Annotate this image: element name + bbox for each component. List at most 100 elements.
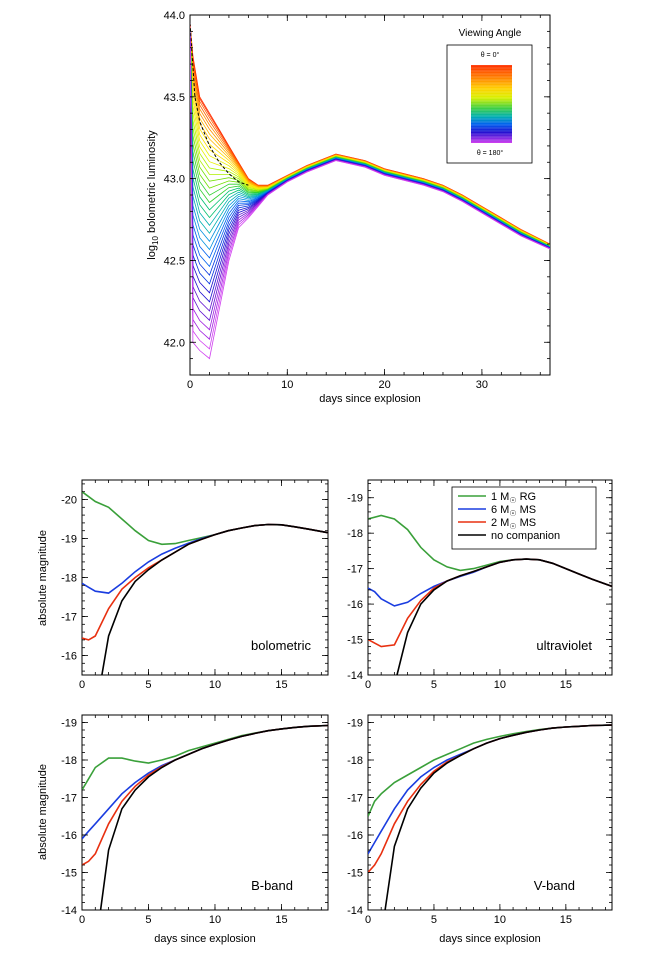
x-tick-label: 20	[378, 379, 390, 391]
y-tick-label: -15	[347, 868, 363, 880]
y-tick-label: -15	[61, 868, 77, 880]
y-axis-label: absolute magnitude	[37, 530, 49, 626]
legend-label: 2 M☉ MS	[491, 517, 536, 531]
v-band-panel: 0 5 10 15 -14 -15 -16 -17 -18 -19 V-band days sin…	[347, 714, 613, 945]
y-tick-label: -17	[347, 793, 363, 805]
y-axis-label: log10 bolometric luminosity	[146, 130, 160, 260]
angle-curve	[190, 23, 550, 360]
y-tick-label: -17	[61, 793, 77, 805]
y-tick-label: -17	[347, 564, 363, 576]
plot-frame	[367, 714, 613, 911]
panel-label: ultraviolet	[536, 638, 592, 653]
series-group	[82, 724, 328, 910]
series-line	[101, 523, 328, 675]
x-tick-label: 0	[365, 679, 371, 691]
x-tick-label: 0	[187, 379, 193, 391]
y-tick-label: -18	[347, 755, 363, 767]
legend-label: no companion	[491, 530, 560, 542]
legend-title: Viewing Angle	[459, 28, 522, 39]
y-tick-label: -14	[347, 670, 363, 682]
series-line	[82, 523, 328, 641]
x-axis-label: days since explosion	[439, 933, 541, 945]
panel-label: V-band	[534, 878, 575, 893]
series-line	[368, 724, 612, 817]
x-tick-label: 10	[281, 379, 293, 391]
series-line	[368, 724, 612, 855]
y-tick-label: 42.0	[164, 337, 185, 349]
series-line	[384, 724, 612, 910]
legend-top-label: θ = 0°	[481, 51, 500, 59]
b-band-panel: 0 5 10 15 -14 -15 -16 -17 -18 -19 B-band absolute…	[37, 714, 329, 945]
y-tick-label: -16	[347, 830, 363, 842]
x-axis-label: days since explosion	[154, 933, 256, 945]
series-line	[82, 724, 328, 791]
y-tick-label: -19	[61, 534, 77, 546]
color-scale-bar	[471, 65, 512, 143]
legend-label: 6 M☉ MS	[491, 504, 536, 518]
series-group	[82, 491, 328, 675]
series-group	[368, 514, 612, 675]
bolometric-panel: 0 5 10 15 -16 -17 -18 -19 -20 bolometric absolut…	[37, 479, 329, 691]
x-tick-label: 5	[145, 679, 151, 691]
series-line	[82, 523, 328, 594]
y-tick-label: 43.5	[164, 92, 185, 104]
average-curve	[190, 23, 249, 186]
x-tick-label: 0	[365, 914, 371, 926]
y-tick-label: -14	[61, 905, 77, 917]
panel-label: B-band	[251, 878, 293, 893]
legend-bottom-label: θ = 180°	[477, 149, 504, 157]
x-tick-label: 15	[275, 914, 287, 926]
legend-box	[451, 486, 597, 550]
x-tick-label: 30	[476, 379, 488, 391]
legend-label: 1 M☉ RG	[491, 491, 536, 505]
x-tick-label: 5	[431, 679, 437, 691]
y-tick-label: -14	[347, 905, 363, 917]
series-group	[368, 724, 612, 910]
x-tick-label: 15	[560, 914, 572, 926]
series-line	[82, 491, 328, 546]
panel-label: bolometric	[251, 638, 311, 653]
x-tick-label: 10	[209, 679, 221, 691]
series-line	[396, 558, 612, 675]
y-tick-label: -19	[347, 493, 363, 505]
y-axis-label-sub: 10	[151, 236, 160, 245]
series-group	[190, 23, 550, 360]
x-tick-label: 15	[275, 679, 287, 691]
series-line	[99, 724, 328, 910]
x-tick-label: 10	[494, 914, 506, 926]
x-axis-label: days since explosion	[319, 393, 421, 405]
y-tick-label: 42.5	[164, 255, 185, 267]
y-tick-label: -16	[347, 599, 363, 611]
legend-stripes	[471, 64, 512, 141]
y-tick-label: -18	[347, 528, 363, 540]
y-axis-label: absolute magnitude	[37, 764, 49, 860]
ticks: 0 5 10 15 -14 -15 -16 -17 -18 -19	[61, 715, 328, 926]
x-tick-label: 10	[494, 679, 506, 691]
x-tick-label: 15	[560, 679, 572, 691]
y-tick-label: 44.0	[164, 10, 185, 22]
series-line	[368, 724, 612, 874]
x-tick-label: 10	[209, 914, 221, 926]
viewing-angle-legend: Viewing Angle θ = 0° θ = 180°	[446, 28, 533, 164]
y-tick-label: 43.0	[164, 174, 185, 186]
ticks: 0 5 10 15 -14 -15 -16 -17 -18 -19	[347, 480, 612, 691]
y-tick-label: -17	[61, 612, 77, 624]
x-tick-label: 0	[79, 914, 85, 926]
x-tick-label: 5	[431, 914, 437, 926]
y-tick-label: -19	[61, 718, 77, 730]
y-tick-label: -16	[61, 651, 77, 663]
series-line	[82, 724, 328, 840]
y-tick-label: -16	[61, 830, 77, 842]
ticks: 0 10 20 30 42.0 42.5 43.0 43.5 44.0	[164, 10, 550, 391]
plot-frame	[367, 479, 613, 676]
ticks: 0 5 10 15 -14 -15 -16 -17 -18 -19	[347, 715, 612, 926]
y-tick-label: -20	[61, 495, 77, 507]
y-tick-label: -18	[61, 755, 77, 767]
y-axis-label-main: log	[146, 245, 158, 260]
x-tick-label: 5	[145, 914, 151, 926]
ultraviolet-panel: 0 5 10 15 -14 -15 -16 -17 -18 -19 ultraviolet 1 M…	[347, 479, 613, 691]
y-tick-label: -18	[61, 573, 77, 585]
